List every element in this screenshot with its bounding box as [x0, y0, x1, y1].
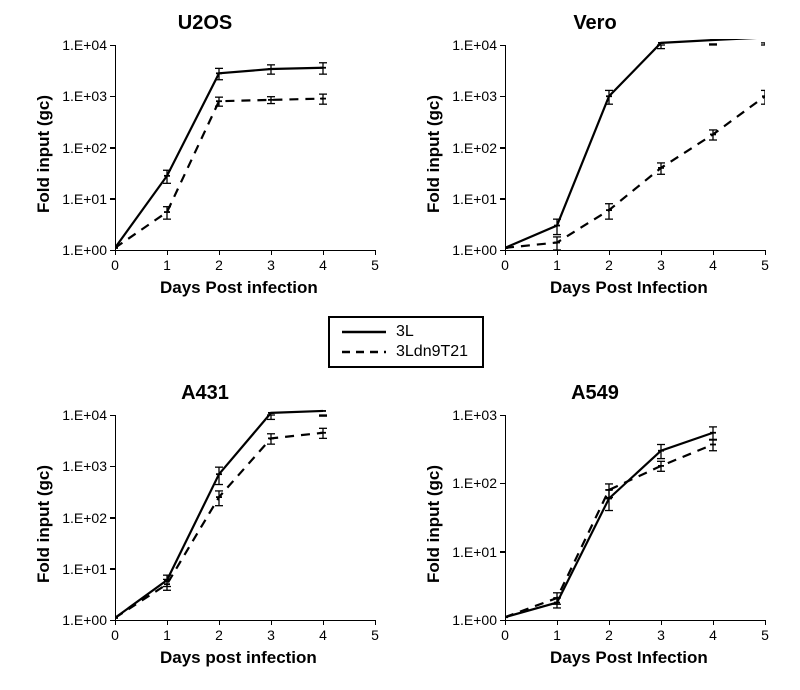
- series-line: [505, 433, 713, 617]
- series-line: [505, 38, 765, 248]
- panel-vero: VeroFold input (gc)Days Post Infection1.…: [410, 10, 780, 310]
- series-line: [505, 96, 765, 248]
- legend-label-0: 3L: [396, 323, 414, 341]
- legend-row-1: 3Ldn9T21: [340, 342, 468, 362]
- figure-container: U2OSFold input (gc)Days Post infection1.…: [0, 0, 800, 690]
- legend-box: 3L 3Ldn9T21: [328, 316, 484, 368]
- chart-svg: [410, 380, 780, 680]
- series-line: [115, 99, 323, 248]
- panel-u2os: U2OSFold input (gc)Days Post infection1.…: [20, 10, 390, 310]
- chart-svg: [410, 10, 780, 310]
- series-line: [505, 445, 713, 618]
- legend-row-0: 3L: [340, 322, 468, 342]
- series-line: [115, 433, 323, 618]
- legend-label-1: 3Ldn9T21: [396, 343, 468, 361]
- panel-a549: A549Fold input (gc)Days Post Infection1.…: [410, 380, 780, 680]
- series-line: [115, 68, 323, 248]
- chart-svg: [20, 10, 390, 310]
- chart-svg: [20, 380, 390, 680]
- panel-a431: A431Fold input (gc)Days post infection1.…: [20, 380, 390, 680]
- series-line: [115, 411, 323, 618]
